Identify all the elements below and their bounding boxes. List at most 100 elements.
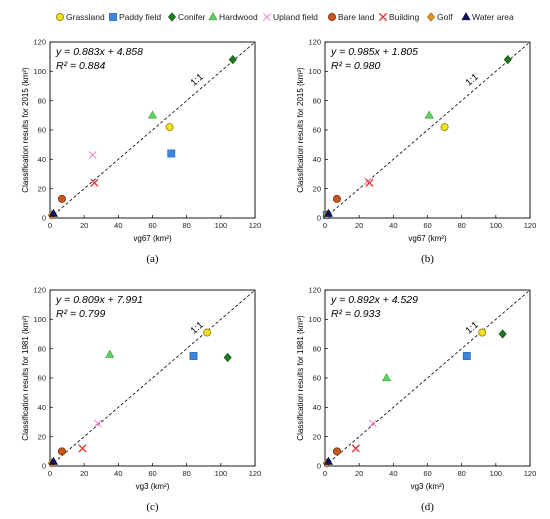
point-water-area (323, 208, 333, 217)
chart-legend: Grassland Paddy field Conifer Hardwood Uplan… (56, 12, 514, 22)
one-to-one-label: 1:1 (464, 320, 481, 337)
legend-marker-water-area (461, 12, 471, 21)
y-tick-label: 20 (313, 184, 321, 193)
y-tick-label: 20 (38, 184, 46, 193)
y-tick-label: 80 (38, 344, 46, 353)
y-tick-label: 100 (308, 315, 321, 324)
one-to-one-line (324, 41, 531, 219)
point-conifer (223, 352, 232, 363)
panel-caption: (c) (146, 501, 159, 513)
legend-marker-hardwood (208, 12, 218, 21)
y-tick-label: 100 (308, 67, 321, 76)
point-upland-field (368, 419, 377, 428)
panel-caption: (d) (421, 501, 434, 513)
legend-item-conifer: Conifer (168, 12, 206, 22)
x-tick-label: 80 (182, 469, 190, 478)
panel-caption: (a) (146, 253, 159, 265)
point-building (78, 444, 87, 453)
legend-label-building: Building (389, 12, 420, 22)
x-tick-label: 0 (323, 221, 327, 230)
point-building (365, 178, 374, 187)
y-tick-label: 100 (33, 315, 46, 324)
legend-marker-conifer (168, 12, 176, 22)
legend-label-water-area: Water area (472, 12, 514, 22)
y-axis-label: Classification results for 2015 (km²) (296, 67, 305, 193)
x-tick-label: 40 (389, 469, 397, 478)
legend-label-conifer: Conifer (178, 12, 206, 22)
y-tick-label: 40 (38, 403, 46, 412)
x-tick-label: 40 (114, 469, 122, 478)
point-grassland (203, 328, 212, 337)
point-paddy-field (189, 352, 198, 360)
x-tick-label: 120 (524, 469, 537, 478)
y-axis-label: Classification results for 1981 (km²) (296, 315, 305, 441)
panel-caption: (b) (421, 253, 434, 265)
x-tick-label: 100 (490, 221, 503, 230)
legend-item-upland-field: Upland field (263, 12, 318, 22)
x-tick-label: 80 (182, 221, 190, 230)
x-tick-label: 0 (48, 221, 52, 230)
point-grassland (440, 123, 449, 132)
y-tick-label: 120 (33, 286, 46, 295)
point-upland-field (88, 150, 97, 159)
x-tick-label: 60 (148, 469, 156, 478)
y-tick-label: 40 (313, 155, 321, 164)
legend-marker-paddy-field (109, 13, 117, 21)
point-hardwood (147, 110, 158, 119)
legend-item-hardwood: Hardwood (208, 12, 258, 22)
one-to-one-label: 1:1 (189, 320, 206, 337)
y-axis-label: Classification results for 1981 (km²) (21, 315, 30, 441)
y-tick-label: 120 (308, 38, 321, 47)
x-tick-label: 40 (114, 221, 122, 230)
x-tick-label: 80 (457, 221, 465, 230)
x-axis-label: vg67 (km²) (408, 234, 447, 243)
x-tick-label: 60 (148, 221, 156, 230)
point-upland-field (93, 419, 102, 428)
legend-marker-golf (427, 12, 435, 22)
regression-equation: y = 0.809x + 7.991 (55, 294, 143, 306)
y-axis-label: Classification results for 2015 (km²) (21, 67, 30, 193)
one-to-one-label: 1:1 (189, 72, 206, 89)
y-tick-label: 0 (317, 214, 321, 223)
legend-item-golf: Golf (427, 12, 453, 22)
x-tick-label: 120 (524, 221, 537, 230)
point-building (90, 178, 99, 187)
legend-item-water-area: Water area (461, 12, 514, 22)
x-tick-label: 0 (323, 469, 327, 478)
y-tick-label: 20 (313, 432, 321, 441)
y-tick-label: 60 (38, 126, 46, 135)
legend-label-hardwood: Hardwood (219, 12, 258, 22)
y-tick-label: 40 (38, 155, 46, 164)
y-tick-label: 0 (317, 462, 321, 471)
r-squared-value: R² = 0.799 (56, 308, 105, 320)
scatter-panel-d: 0 20 40 60 80 100 120 0 20 40 60 80 100 120 vg3 (km²) C… (296, 286, 537, 513)
legend-item-grassland: Grassland (56, 12, 105, 22)
point-paddy-field (462, 352, 471, 360)
x-tick-label: 0 (48, 469, 52, 478)
point-conifer (498, 329, 507, 339)
legend-label-golf: Golf (437, 12, 453, 22)
scatter-panel-b: 0 20 40 60 80 100 120 0 20 40 60 80 100 120 vg67 (km²)… (296, 38, 537, 265)
y-tick-label: 20 (38, 432, 46, 441)
point-water-area (48, 456, 58, 465)
legend-marker-building (378, 12, 388, 22)
x-tick-label: 120 (249, 469, 262, 478)
regression-equation: y = 0.883x + 4.858 (55, 46, 143, 58)
legend-item-paddy-field: Paddy field (109, 12, 161, 22)
x-tick-label: 20 (355, 221, 363, 230)
x-tick-label: 100 (215, 221, 228, 230)
y-tick-label: 80 (313, 344, 321, 353)
point-water-area (323, 456, 333, 465)
legend-marker-grassland (56, 12, 65, 21)
legend-label-upland-field: Upland field (273, 12, 318, 22)
y-tick-label: 0 (42, 462, 46, 471)
x-tick-label: 60 (423, 221, 431, 230)
one-to-one-line (49, 41, 256, 219)
x-tick-label: 80 (457, 469, 465, 478)
legend-label-bare-land: Bare land (338, 12, 375, 22)
one-to-one-line (324, 289, 531, 467)
regression-equation: y = 0.892x + 4.529 (330, 294, 418, 306)
one-to-one-label: 1:1 (464, 72, 481, 89)
x-tick-label: 20 (355, 469, 363, 478)
y-tick-label: 80 (313, 96, 321, 105)
